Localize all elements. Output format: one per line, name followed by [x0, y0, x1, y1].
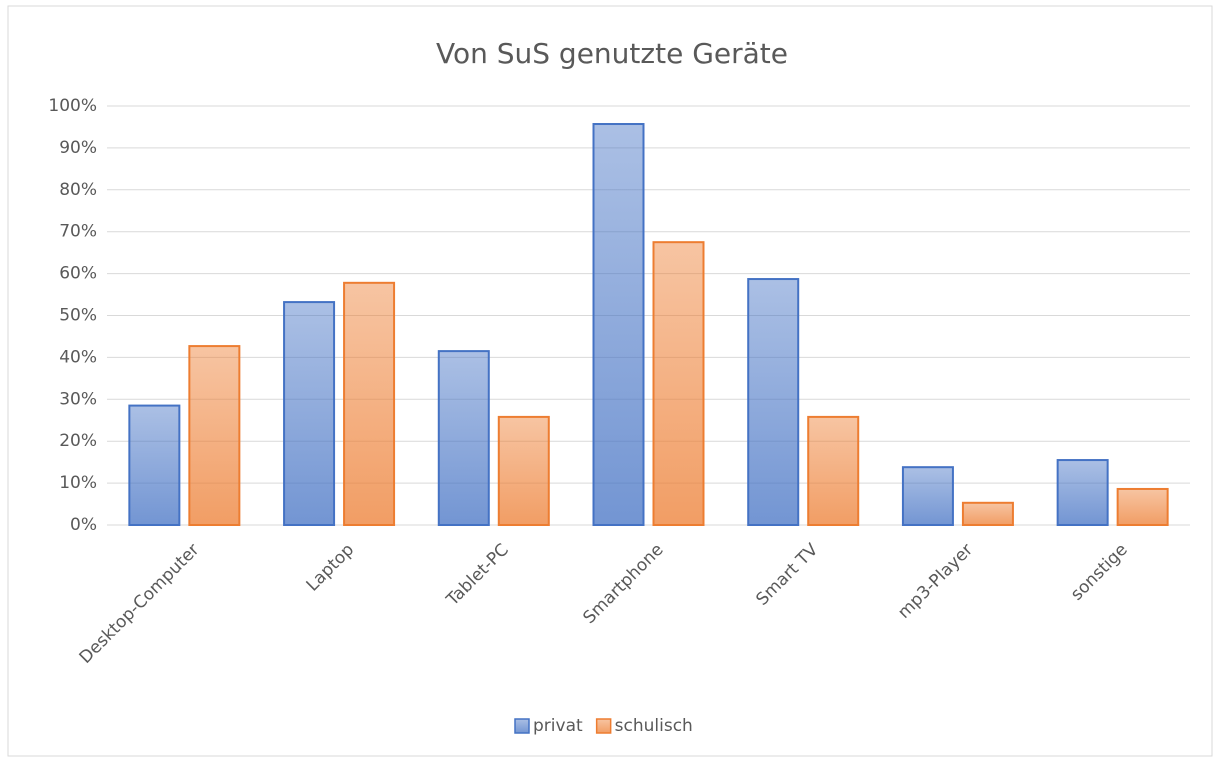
bar — [188, 345, 241, 526]
legend-label: schulisch — [615, 716, 693, 736]
y-tick-label: 90% — [59, 138, 97, 158]
y-tick-label: 100% — [48, 96, 97, 116]
y-tick-label: 0% — [70, 515, 97, 535]
y-tick-label: 30% — [59, 389, 97, 409]
bar — [128, 404, 181, 526]
y-tick-label: 20% — [59, 431, 97, 451]
legend-swatch — [514, 718, 530, 734]
y-tick-label: 60% — [59, 264, 97, 284]
bar — [437, 350, 490, 526]
bar — [592, 123, 645, 526]
bar — [497, 415, 550, 527]
bar — [961, 501, 1014, 526]
bar — [1056, 459, 1109, 526]
y-tick-label: 70% — [59, 222, 97, 242]
bar — [747, 278, 800, 526]
legend-swatch — [595, 718, 612, 734]
bar — [1116, 487, 1169, 527]
legend-label: privat — [533, 716, 583, 736]
y-tick-label: 80% — [59, 180, 97, 200]
chart-title: Von SuS genutzte Geräte — [436, 37, 788, 70]
y-tick-label: 10% — [59, 473, 97, 493]
bar — [343, 281, 396, 526]
bar — [807, 415, 860, 527]
bar — [901, 466, 954, 527]
bar — [283, 301, 336, 527]
y-tick-label: 40% — [59, 347, 97, 367]
y-tick-label: 50% — [59, 306, 97, 326]
bar — [652, 241, 705, 527]
